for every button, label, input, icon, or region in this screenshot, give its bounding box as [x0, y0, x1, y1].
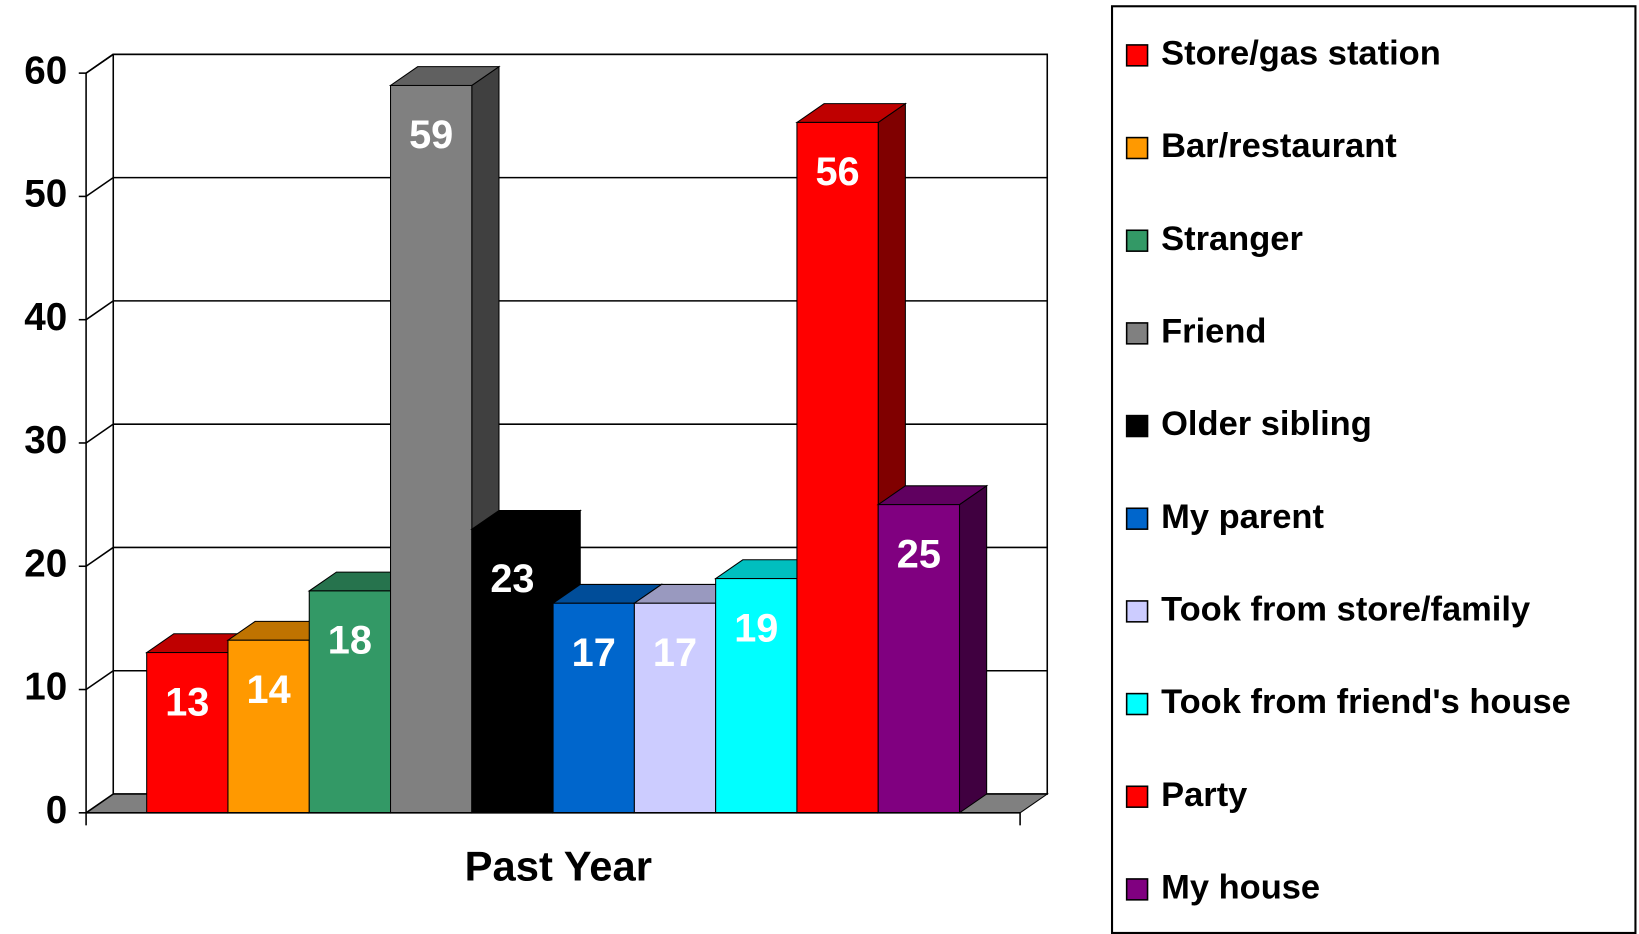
grid-line-side	[85, 546, 114, 567]
data-label: 18	[328, 619, 372, 663]
grid-line-side	[85, 793, 114, 814]
legend-label: Party	[1161, 776, 1247, 814]
y-tick-label: 10	[24, 666, 67, 709]
legend-swatch	[1125, 44, 1149, 67]
bar-side	[958, 484, 988, 814]
data-label: 14	[247, 668, 291, 712]
legend-swatch	[1125, 229, 1149, 252]
y-tick-label: 20	[24, 542, 67, 585]
grid-line-side	[85, 423, 114, 444]
data-label: 56	[815, 150, 859, 194]
bar	[796, 121, 879, 814]
legend-label: Store/gas station	[1161, 34, 1441, 72]
legend-box	[1110, 5, 1637, 934]
grid-line-side	[85, 300, 114, 321]
bar	[633, 602, 717, 814]
bar	[877, 504, 961, 814]
bar	[715, 578, 798, 814]
data-label: 13	[165, 680, 209, 724]
bar	[146, 652, 229, 814]
legend-label: Friend	[1161, 312, 1266, 350]
bar	[552, 602, 635, 814]
legend-label: My parent	[1161, 498, 1324, 536]
legend-swatch	[1125, 600, 1149, 623]
grid-line-side	[85, 176, 114, 198]
legend-swatch	[1125, 785, 1149, 808]
y-tick-label: 50	[24, 173, 67, 216]
y-axis-top	[85, 53, 114, 74]
data-label: 59	[409, 113, 453, 157]
legend-label: Took from store/family	[1161, 590, 1530, 628]
legend-label: Took from friend's house	[1161, 683, 1571, 721]
data-label: 17	[572, 631, 616, 675]
data-label: 19	[734, 606, 778, 650]
legend-label: Bar/restaurant	[1161, 127, 1397, 165]
bar	[308, 590, 392, 814]
bar	[390, 84, 473, 814]
bar	[471, 528, 554, 814]
legend-label: Stranger	[1161, 220, 1303, 258]
legend-swatch	[1125, 507, 1149, 530]
legend-label: Older sibling	[1161, 405, 1372, 443]
data-label: 25	[897, 532, 941, 576]
x-tick-label: Past Year	[465, 842, 652, 889]
data-label: 23	[490, 557, 534, 601]
legend-swatch	[1125, 692, 1149, 716]
legend-swatch	[1125, 136, 1149, 160]
legend-swatch	[1125, 878, 1149, 901]
y-tick-label: 0	[46, 789, 68, 832]
data-label: 17	[653, 631, 697, 675]
grid-line-side	[85, 670, 114, 691]
y-tick-label: 60	[24, 49, 67, 92]
bar	[227, 639, 310, 814]
legend-swatch	[1125, 414, 1149, 438]
legend-swatch	[1125, 322, 1149, 345]
y-tick-label: 40	[24, 296, 67, 339]
y-tick-label: 30	[24, 419, 67, 462]
legend-label: My house	[1161, 868, 1320, 906]
